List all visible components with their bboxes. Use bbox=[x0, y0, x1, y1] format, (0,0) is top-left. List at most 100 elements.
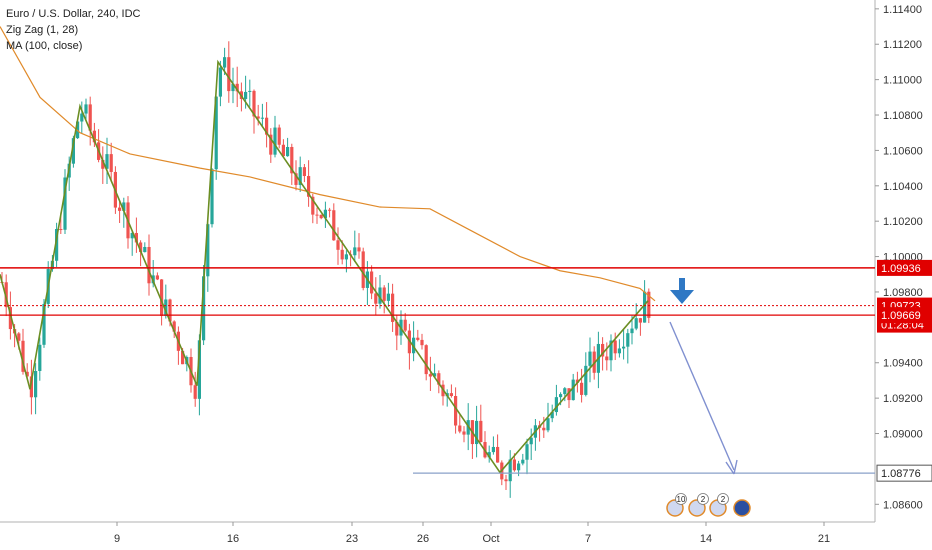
legend-symbol: Euro / U.S. Dollar, 240, IDC bbox=[6, 8, 141, 20]
projection-arrowhead-icon bbox=[725, 459, 738, 475]
candle-body bbox=[294, 173, 298, 185]
candle-body bbox=[214, 96, 218, 170]
date-tick-label: 9 bbox=[114, 533, 120, 545]
candle-body bbox=[206, 224, 210, 277]
candle-body bbox=[88, 104, 92, 131]
candle-body bbox=[244, 91, 248, 99]
candle-body bbox=[265, 117, 269, 135]
price-tick-label: 1.11200 bbox=[883, 39, 922, 51]
candle-body bbox=[210, 169, 214, 225]
candle-body bbox=[508, 459, 512, 482]
candle-body bbox=[496, 446, 500, 463]
candle-body bbox=[563, 388, 567, 395]
candle-body bbox=[357, 247, 361, 252]
candle-body bbox=[55, 229, 59, 261]
candle-body bbox=[164, 299, 168, 316]
candle-body bbox=[277, 127, 281, 145]
candle-body bbox=[588, 351, 592, 366]
event-count-badge bbox=[697, 493, 709, 505]
price-tick-label: 1.09200 bbox=[883, 393, 923, 405]
legend-ma: MA (100, close) bbox=[6, 40, 83, 52]
event-count-label: 10 bbox=[677, 495, 686, 504]
candle-body bbox=[273, 127, 277, 155]
event-count-badge bbox=[675, 493, 687, 505]
candle-body bbox=[256, 116, 260, 119]
candle-body bbox=[290, 146, 294, 174]
date-tick-label: Oct bbox=[482, 533, 499, 545]
candle-body bbox=[433, 373, 437, 377]
candle-body bbox=[17, 333, 21, 341]
date-tick-label: 14 bbox=[700, 533, 712, 545]
candle-body bbox=[529, 437, 533, 445]
candle-body bbox=[630, 328, 634, 334]
candle-body bbox=[92, 130, 96, 143]
candle-body bbox=[584, 365, 588, 395]
candle-body bbox=[172, 321, 176, 332]
date-tick-label: 21 bbox=[818, 533, 830, 545]
candle-body bbox=[8, 307, 12, 330]
candle-body bbox=[298, 167, 302, 185]
candle-body bbox=[122, 202, 126, 211]
price-tick-label: 1.10400 bbox=[883, 181, 923, 193]
candle-body bbox=[130, 232, 134, 239]
candle-body bbox=[155, 275, 159, 280]
candle-body bbox=[617, 348, 621, 354]
candle-body bbox=[449, 393, 453, 397]
candle-body bbox=[395, 321, 399, 336]
candle-body bbox=[231, 83, 235, 92]
candle-body bbox=[101, 159, 105, 169]
candle-body bbox=[613, 340, 617, 354]
candle-body bbox=[609, 340, 613, 361]
legend-zigzag: Zig Zag (1, 28) bbox=[6, 24, 79, 36]
candle-body bbox=[286, 146, 290, 157]
candle-body bbox=[218, 67, 222, 97]
candle-body bbox=[554, 397, 558, 413]
date-tick-label: 26 bbox=[417, 533, 429, 545]
candle-body bbox=[223, 57, 227, 68]
candle-body bbox=[143, 246, 147, 253]
candle-body bbox=[319, 214, 323, 219]
candle-body bbox=[437, 373, 441, 385]
candle-body bbox=[71, 138, 75, 164]
candle-body bbox=[550, 412, 554, 419]
price-tag-label: 1.08776 bbox=[881, 468, 921, 480]
candle-body bbox=[328, 209, 332, 211]
event-count-label: 2 bbox=[721, 495, 726, 504]
candle-body bbox=[34, 370, 38, 398]
candle-body bbox=[571, 379, 575, 401]
candle-body bbox=[25, 371, 29, 377]
candle-body bbox=[378, 287, 382, 304]
candle-body bbox=[353, 247, 357, 256]
candle-body bbox=[109, 154, 113, 172]
candle-body bbox=[311, 196, 315, 215]
candle-body bbox=[479, 420, 483, 443]
ma-line bbox=[0, 26, 656, 302]
date-tick-label: 23 bbox=[346, 533, 358, 545]
event-count-badge bbox=[717, 493, 729, 505]
price-tick-label: 1.10800 bbox=[883, 110, 923, 122]
candle-body bbox=[605, 356, 609, 361]
price-tick-label: 1.11000 bbox=[883, 75, 922, 87]
candle-body bbox=[84, 104, 88, 114]
candle-body bbox=[416, 337, 420, 340]
event-count-label: 2 bbox=[701, 495, 706, 504]
candle-body bbox=[302, 167, 306, 177]
price-tick-label: 1.10600 bbox=[883, 145, 923, 157]
candle-body bbox=[647, 291, 651, 318]
candle-body bbox=[458, 425, 462, 432]
candle-body bbox=[42, 303, 46, 345]
date-tick-label: 16 bbox=[227, 533, 239, 545]
candle-body bbox=[248, 90, 252, 92]
candle-body bbox=[622, 346, 626, 349]
chart-legend: Euro / U.S. Dollar, 240, IDC Zig Zag (1,… bbox=[6, 6, 141, 54]
price-tag-label: 1.09669 bbox=[881, 310, 921, 322]
candle-body bbox=[260, 117, 264, 119]
candle-body bbox=[626, 333, 630, 347]
candle-body bbox=[315, 214, 319, 216]
candle-body bbox=[227, 57, 231, 92]
candle-body bbox=[197, 340, 201, 399]
candle-body bbox=[147, 246, 151, 284]
candle-body bbox=[525, 444, 529, 460]
